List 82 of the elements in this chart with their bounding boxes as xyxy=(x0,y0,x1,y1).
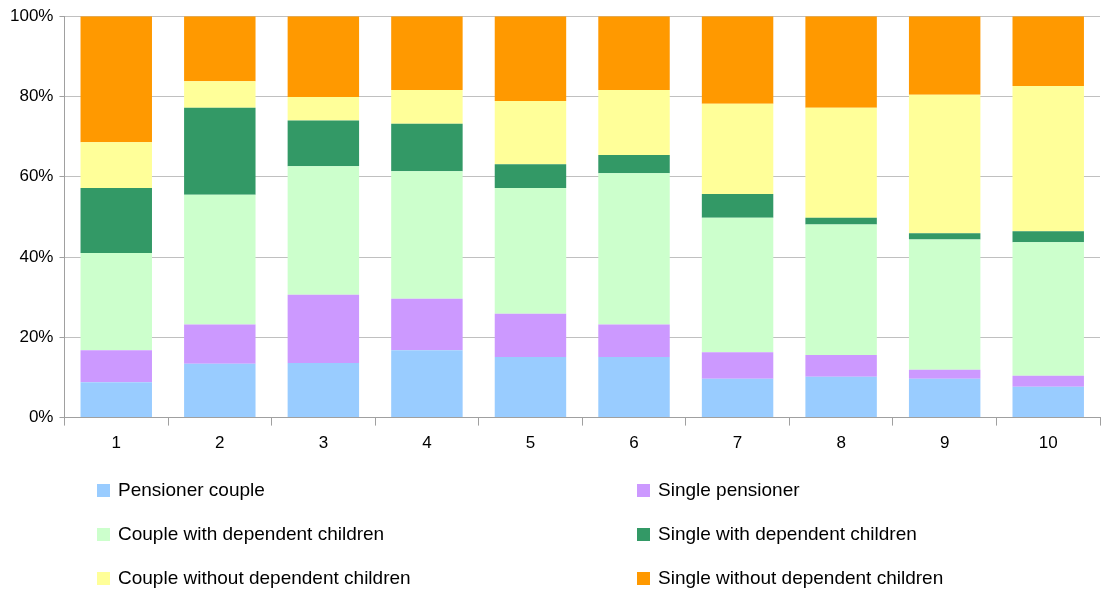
bar xyxy=(391,298,463,351)
legend-label: Pensioner couple xyxy=(118,479,265,501)
y-tick-label: 20% xyxy=(19,327,54,347)
bar xyxy=(287,166,360,295)
y-tick-label: 40% xyxy=(19,246,54,266)
bar xyxy=(494,313,567,357)
legend-label: Single with dependent children xyxy=(658,523,917,545)
bar xyxy=(287,294,360,364)
x-tick-label: 6 xyxy=(629,433,639,453)
bar xyxy=(908,369,981,379)
y-tick-label: 80% xyxy=(19,86,54,106)
x-tick-label: 7 xyxy=(732,433,743,453)
bar xyxy=(701,378,774,418)
bar xyxy=(908,239,981,370)
x-tick-label: 2 xyxy=(215,433,225,453)
bar xyxy=(908,233,981,240)
bar xyxy=(287,16,360,97)
x-tick-label: 10 xyxy=(1038,433,1058,453)
x-tick-label: 8 xyxy=(836,433,846,453)
bar xyxy=(805,376,877,418)
x-tick-label: 4 xyxy=(422,433,432,453)
bar xyxy=(184,363,256,418)
bar xyxy=(805,224,877,355)
legend-label: Single without dependent children xyxy=(658,567,944,589)
bar xyxy=(701,103,774,195)
bar xyxy=(287,363,360,418)
bar xyxy=(908,94,981,234)
bar xyxy=(701,217,774,353)
legend-label: Single pensioner xyxy=(658,479,800,501)
x-tick-label: 5 xyxy=(525,433,536,453)
y-tick-label: 60% xyxy=(19,166,54,186)
bar xyxy=(598,356,670,418)
bar xyxy=(494,188,567,314)
bar xyxy=(184,107,256,195)
bar xyxy=(80,188,152,254)
bar xyxy=(80,253,152,351)
bar xyxy=(701,16,774,104)
bar xyxy=(1012,375,1084,387)
y-tick-label: 0% xyxy=(28,407,54,427)
x-tick-label: 9 xyxy=(939,433,950,453)
bar xyxy=(1012,231,1084,243)
bar xyxy=(598,90,670,156)
bar xyxy=(494,100,567,165)
bar xyxy=(494,16,567,101)
bar xyxy=(908,16,981,95)
bar xyxy=(184,194,256,325)
bar xyxy=(494,164,567,188)
bar xyxy=(391,171,463,299)
bar xyxy=(494,356,567,418)
bar xyxy=(598,324,670,357)
bar xyxy=(598,16,670,91)
bar xyxy=(805,354,877,377)
bar xyxy=(80,142,152,188)
bar xyxy=(598,155,670,174)
bar xyxy=(805,217,877,225)
bar xyxy=(908,378,981,418)
bar xyxy=(805,16,877,108)
bar xyxy=(391,123,463,172)
legend-label: Couple without dependent children xyxy=(118,567,411,589)
bar xyxy=(80,350,152,383)
bar xyxy=(598,173,670,325)
bar xyxy=(80,16,152,143)
bar xyxy=(701,352,774,379)
bar xyxy=(391,16,463,91)
bar xyxy=(391,350,463,418)
bar xyxy=(1012,242,1084,376)
bar xyxy=(1012,86,1084,232)
bar xyxy=(80,382,152,418)
y-tick-label: 100% xyxy=(10,5,54,25)
bar xyxy=(701,194,774,218)
x-tick-label: 3 xyxy=(318,433,329,453)
bar xyxy=(287,96,360,121)
bar xyxy=(184,324,256,364)
bar xyxy=(1012,16,1084,87)
legend-label: Couple with dependent children xyxy=(118,523,385,545)
bar xyxy=(184,81,256,108)
bar xyxy=(287,120,360,167)
x-tick-label: 1 xyxy=(111,433,121,453)
bar xyxy=(391,90,463,124)
bar xyxy=(805,107,877,218)
bar xyxy=(1012,386,1084,418)
bar xyxy=(184,16,256,82)
